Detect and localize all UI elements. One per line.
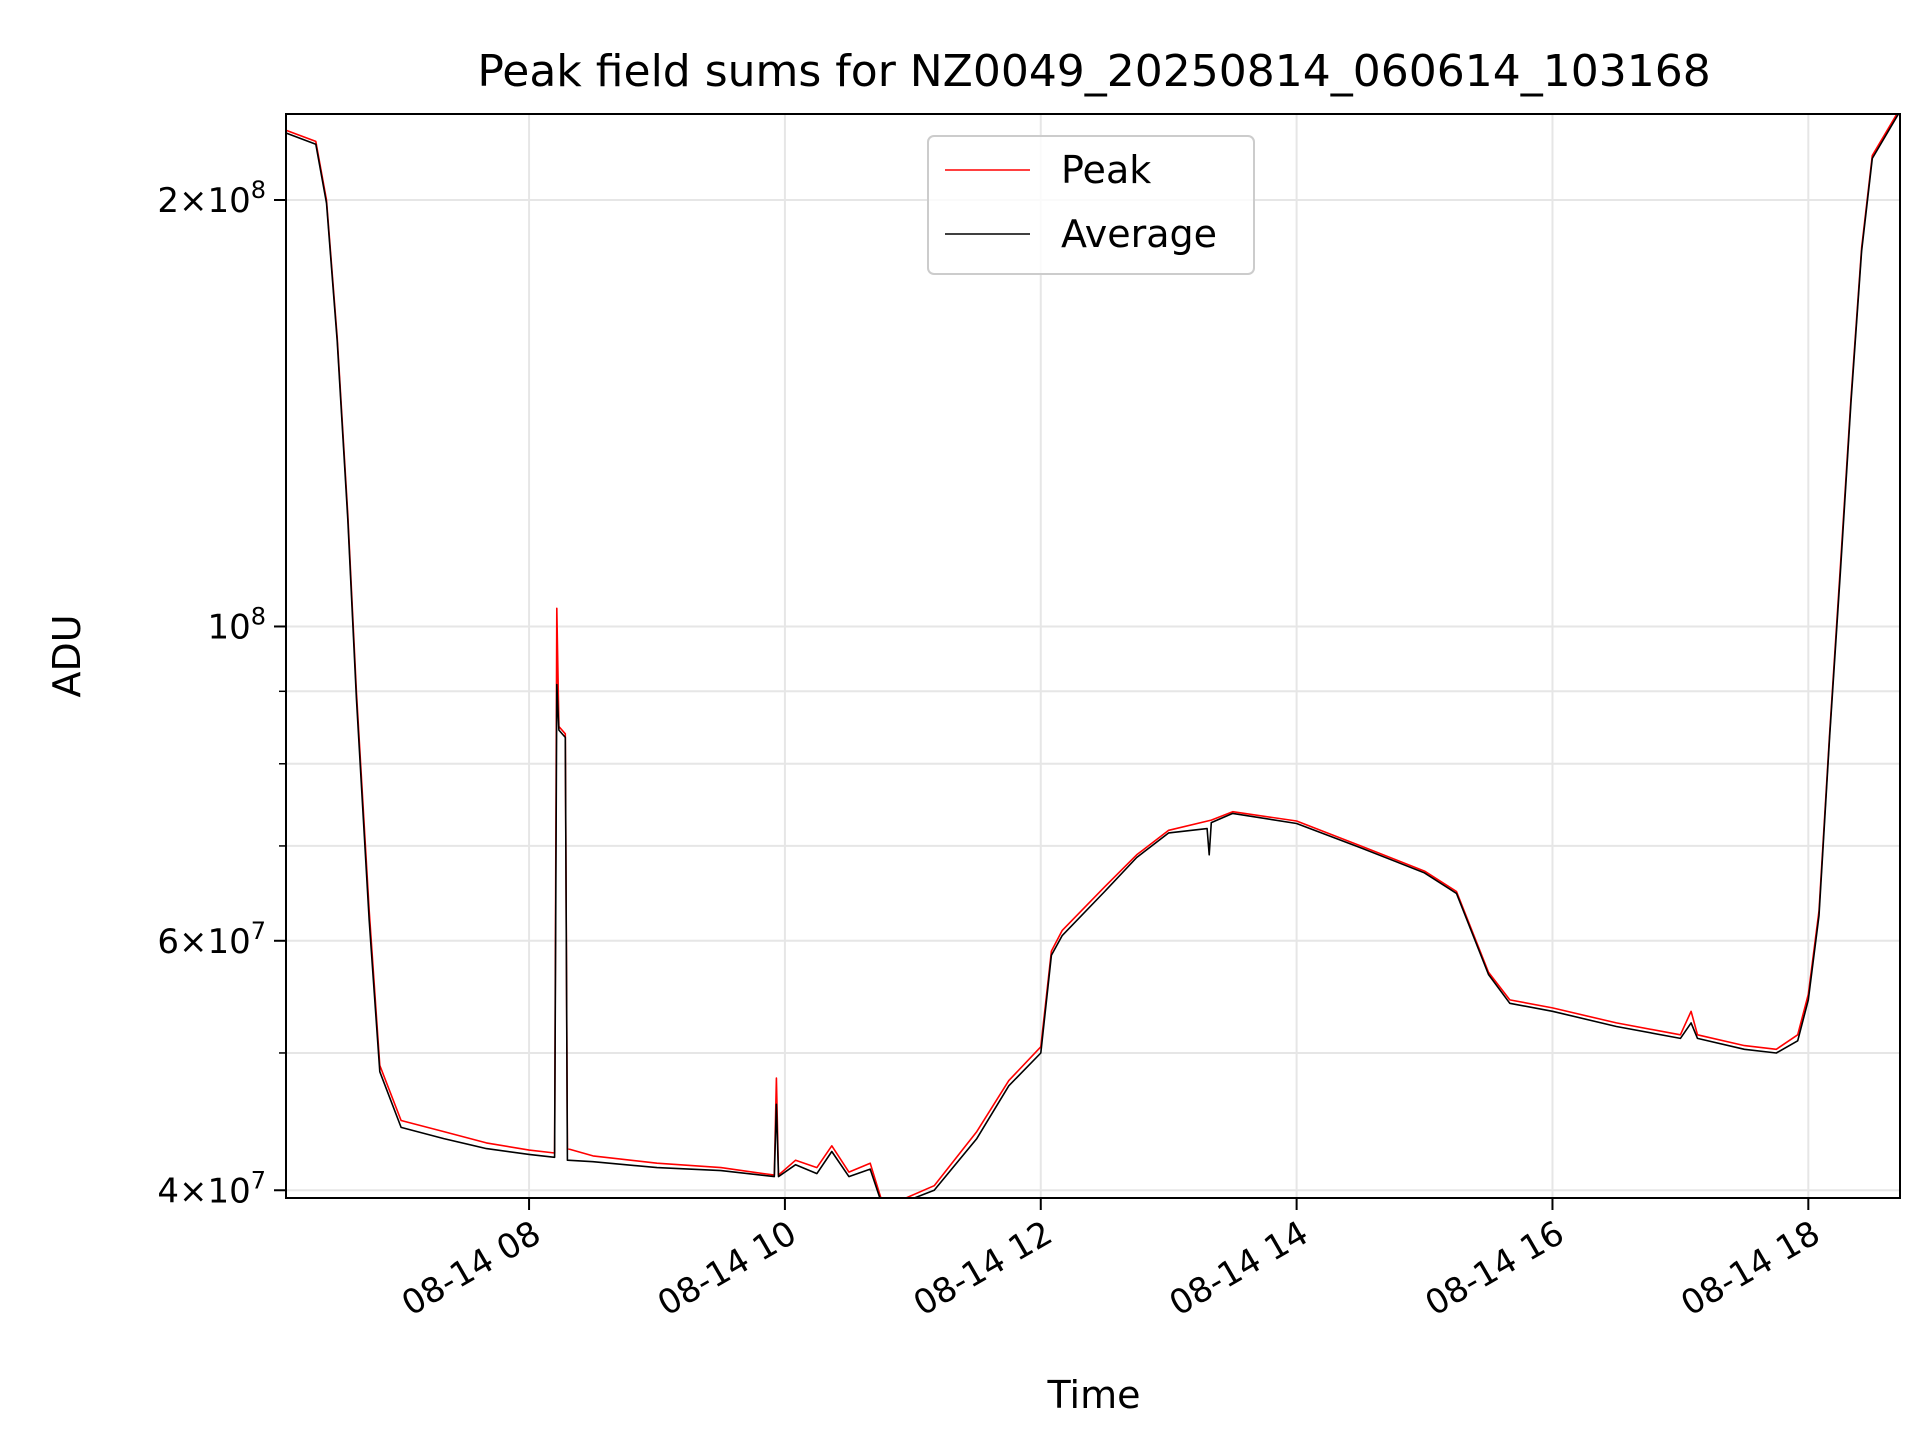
y-axis-ticks: 4×107 6×107 108 2×108 (157, 176, 286, 1211)
y-tick-label: 108 (207, 602, 266, 647)
y-axis-label: ADU (45, 614, 89, 697)
series-line-average (286, 114, 1900, 1198)
x-axis-label: Time (1047, 1373, 1141, 1417)
legend: Peak Average (927, 135, 1255, 275)
plot-frame (285, 113, 1901, 1199)
grid-lines (286, 114, 1900, 1198)
series-line-peak (286, 114, 1898, 1198)
chart-title: Peak field sums for NZ0049_20250814_0606… (477, 46, 1710, 97)
y-tick-label: 4×107 (157, 1166, 266, 1211)
y-tick-label: 6×107 (157, 917, 266, 962)
y-tick-label: 2×108 (157, 176, 266, 221)
legend-label-peak: Peak (1061, 148, 1151, 192)
legend-label-average: Average (1061, 212, 1217, 256)
series-layer (286, 114, 1900, 1198)
